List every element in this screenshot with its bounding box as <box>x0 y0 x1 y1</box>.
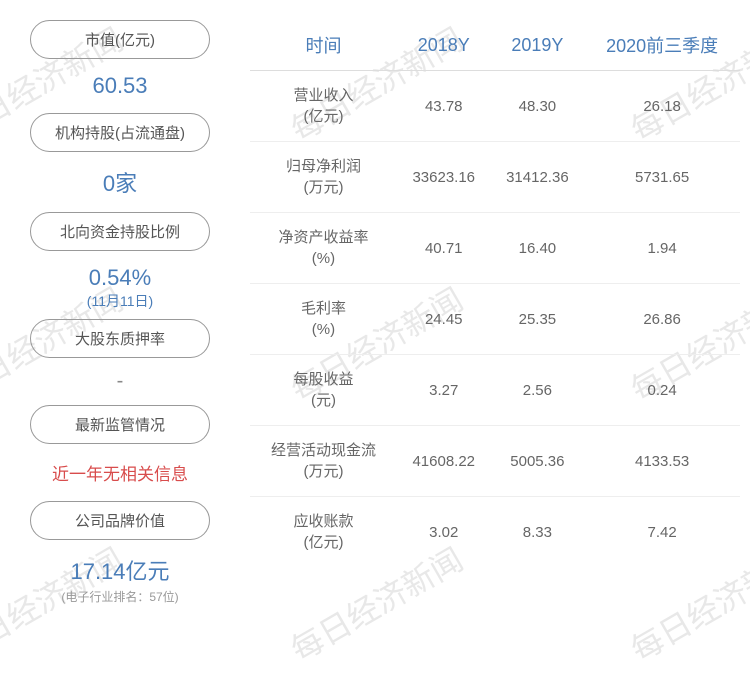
regulatory-value: 近一年无相关信息 <box>52 452 188 493</box>
cell: 25.35 <box>491 284 585 355</box>
cell: 16.40 <box>491 213 585 284</box>
row-label: 归母净利润(万元) <box>250 142 397 213</box>
cell: 8.33 <box>491 497 585 568</box>
market-cap-label: 市值(亿元) <box>30 20 210 59</box>
cell: 41608.22 <box>397 426 491 497</box>
header-2018: 2018Y <box>397 20 491 71</box>
cell: 3.27 <box>397 355 491 426</box>
table-row: 每股收益(元) 3.27 2.56 0.24 <box>250 355 740 426</box>
financial-table-container: 时间 2018Y 2019Y 2020前三季度 营业收入(亿元) 43.78 4… <box>250 20 740 605</box>
table-row: 归母净利润(万元) 33623.16 31412.36 5731.65 <box>250 142 740 213</box>
table-header-row: 时间 2018Y 2019Y 2020前三季度 <box>250 20 740 71</box>
cell: 31412.36 <box>491 142 585 213</box>
cell: 7.42 <box>584 497 740 568</box>
cell: 2.56 <box>491 355 585 426</box>
row-label: 经营活动现金流(万元) <box>250 426 397 497</box>
row-label: 营业收入(亿元) <box>250 71 397 142</box>
header-2019: 2019Y <box>491 20 585 71</box>
row-label: 应收账款(亿元) <box>250 497 397 568</box>
table-row: 经营活动现金流(万元) 41608.22 5005.36 4133.53 <box>250 426 740 497</box>
table-row: 营业收入(亿元) 43.78 48.30 26.18 <box>250 71 740 142</box>
left-metrics-column: 市值(亿元) 60.53 机构持股(占流通盘) 0家 北向资金持股比例 0.54… <box>10 20 230 605</box>
table-body: 营业收入(亿元) 43.78 48.30 26.18 归母净利润(万元) 336… <box>250 71 740 568</box>
cell: 26.18 <box>584 71 740 142</box>
pledge-label: 大股东质押率 <box>30 319 210 358</box>
cell: 5005.36 <box>491 426 585 497</box>
cell: 4133.53 <box>584 426 740 497</box>
brand-rank: (电子行业排名：57位) <box>61 588 178 605</box>
regulatory-label: 最新监管情况 <box>30 405 210 444</box>
cell: 43.78 <box>397 71 491 142</box>
header-time: 时间 <box>250 20 397 71</box>
inst-holding-label: 机构持股(占流通盘) <box>30 113 210 152</box>
table-row: 毛利率(%) 24.45 25.35 26.86 <box>250 284 740 355</box>
financial-table: 时间 2018Y 2019Y 2020前三季度 营业收入(亿元) 43.78 4… <box>250 20 740 567</box>
cell: 3.02 <box>397 497 491 568</box>
cell: 5731.65 <box>584 142 740 213</box>
main-content: 市值(亿元) 60.53 机构持股(占流通盘) 0家 北向资金持股比例 0.54… <box>0 0 750 625</box>
cell: 0.24 <box>584 355 740 426</box>
northbound-value: 0.54% <box>87 259 153 291</box>
table-row: 净资产收益率(%) 40.71 16.40 1.94 <box>250 213 740 284</box>
brand-value: 17.14亿元 <box>61 548 178 588</box>
cell: 26.86 <box>584 284 740 355</box>
table-row: 应收账款(亿元) 3.02 8.33 7.42 <box>250 497 740 568</box>
northbound-label: 北向资金持股比例 <box>30 212 210 251</box>
row-label: 毛利率(%) <box>250 284 397 355</box>
pledge-value: - <box>117 366 124 397</box>
brand-label: 公司品牌价值 <box>30 501 210 540</box>
market-cap-value: 60.53 <box>92 67 147 105</box>
inst-holding-value: 0家 <box>103 160 137 204</box>
cell: 40.71 <box>397 213 491 284</box>
cell: 48.30 <box>491 71 585 142</box>
cell: 1.94 <box>584 213 740 284</box>
northbound-date: (11月11日) <box>87 291 153 311</box>
header-2020: 2020前三季度 <box>584 20 740 71</box>
row-label: 净资产收益率(%) <box>250 213 397 284</box>
cell: 33623.16 <box>397 142 491 213</box>
row-label: 每股收益(元) <box>250 355 397 426</box>
cell: 24.45 <box>397 284 491 355</box>
